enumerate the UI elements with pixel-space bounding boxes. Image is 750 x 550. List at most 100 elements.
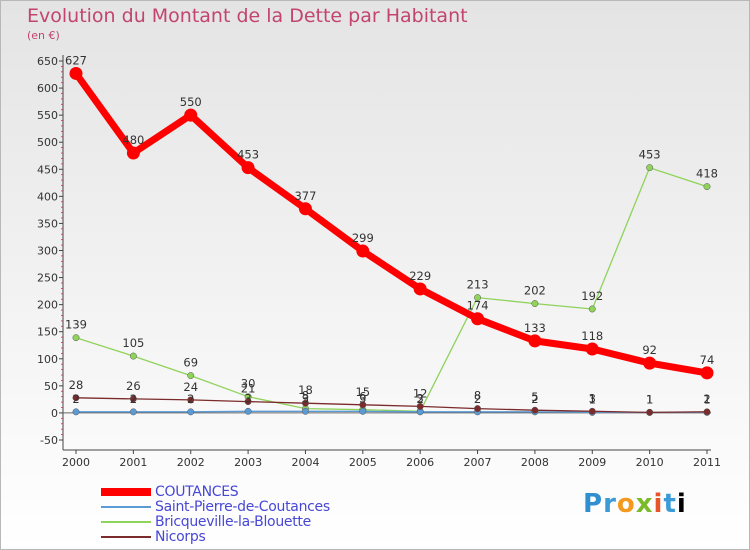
x-tick-label: 2004 — [291, 456, 319, 469]
data-label: 2 — [703, 392, 710, 406]
data-point — [187, 396, 195, 404]
data-label: 377 — [294, 189, 316, 203]
data-point — [359, 401, 367, 409]
data-label: 118 — [581, 329, 603, 343]
data-label: 74 — [700, 353, 715, 367]
data-point — [244, 407, 252, 415]
data-point — [298, 202, 312, 216]
y-tick-label: 150 — [37, 326, 58, 339]
y-tick-label: 550 — [37, 109, 58, 122]
data-point — [72, 394, 80, 402]
data-point — [356, 244, 370, 258]
legend-label: Bricqueville-la-Blouette — [155, 514, 311, 530]
chart-unit: (en €) — [27, 29, 60, 42]
data-label: 28 — [69, 378, 84, 392]
y-tick-label: 400 — [37, 190, 58, 203]
data-point — [703, 408, 711, 416]
data-label: 3 — [359, 391, 366, 405]
data-label: 3 — [302, 391, 309, 405]
data-point — [471, 312, 485, 326]
series-line-0 — [73, 71, 708, 377]
data-point — [359, 407, 367, 415]
data-label: 2 — [187, 392, 194, 406]
data-point — [244, 398, 252, 406]
data-label: 418 — [696, 167, 718, 181]
data-label: 627 — [65, 53, 87, 67]
data-point — [416, 402, 424, 410]
data-point — [129, 408, 137, 416]
data-label: 2 — [417, 392, 424, 406]
y-tick-label: 100 — [37, 353, 58, 366]
data-label: 202 — [524, 284, 546, 298]
data-point — [241, 161, 255, 175]
data-label: 8 — [474, 389, 481, 403]
x-tick-label: 2005 — [349, 456, 377, 469]
data-label: 3 — [244, 391, 251, 405]
legend-label: Nicorps — [155, 529, 206, 545]
data-label: 2 — [474, 392, 481, 406]
data-label: 299 — [352, 231, 374, 245]
y-tick-label: 250 — [37, 272, 58, 285]
x-tick-label: 2010 — [636, 456, 664, 469]
data-point — [646, 164, 654, 172]
data-point — [72, 334, 80, 342]
data-point — [69, 66, 83, 80]
x-tick-label: 2007 — [464, 456, 492, 469]
proxiti-logo: Proxiti — [583, 489, 687, 519]
y-tick-label: 50 — [44, 380, 58, 393]
data-label: 2 — [72, 392, 79, 406]
data-label: 213 — [467, 278, 489, 292]
axes: -50 0 50 100 150 200 250 300 350 400 450 500 550 600 6… — [37, 55, 721, 469]
data-label: 21 — [241, 382, 256, 396]
data-label: 26 — [126, 379, 141, 393]
legend-swatch — [101, 536, 151, 538]
series-line-1 — [76, 410, 707, 414]
data-point — [129, 395, 137, 403]
series-line-3 — [75, 397, 708, 414]
data-label: 480 — [122, 133, 144, 147]
data-label: 1 — [703, 392, 710, 406]
y-tick-label: 600 — [37, 82, 58, 95]
x-tick-label: 2003 — [234, 456, 262, 469]
data-label: 139 — [65, 318, 87, 332]
legend-swatch — [101, 488, 151, 496]
data-point — [585, 342, 599, 356]
data-point — [588, 305, 596, 313]
data-point — [588, 407, 596, 415]
data-label: 174 — [467, 299, 489, 313]
data-label: 453 — [237, 148, 259, 162]
data-point — [187, 408, 195, 416]
data-label: 1 — [589, 392, 596, 406]
x-tick-label: 2008 — [521, 456, 549, 469]
data-point — [474, 294, 481, 302]
data-label: 92 — [642, 343, 657, 357]
data-label: 3 — [417, 391, 424, 405]
y-tick-label: 650 — [37, 55, 58, 68]
legend-swatch — [101, 506, 151, 508]
data-label: 2 — [130, 392, 137, 406]
y-tick-label: 0 — [51, 407, 58, 420]
data-label: 3 — [589, 391, 596, 405]
data-label: 229 — [409, 269, 431, 283]
data-label: 8 — [302, 389, 309, 403]
data-label: 1 — [646, 392, 653, 406]
data-label: 2 — [531, 392, 538, 406]
data-point — [474, 405, 481, 413]
data-label: 133 — [524, 321, 546, 335]
y-tick-label: 450 — [37, 163, 58, 176]
data-label: 1 — [646, 392, 653, 406]
data-point — [703, 183, 711, 191]
x-tick-label: 2001 — [119, 456, 147, 469]
y-tick-label: 350 — [37, 217, 58, 230]
legend-label: Saint-Pierre-de-Coutances — [155, 499, 330, 515]
data-label: 15 — [355, 385, 370, 399]
data-point — [302, 399, 309, 407]
data-label: 105 — [122, 336, 144, 350]
data-label: 12 — [413, 386, 428, 400]
data-point — [643, 356, 657, 370]
x-tick-label: 2000 — [62, 456, 90, 469]
data-point — [528, 334, 542, 348]
y-tick-label: 300 — [37, 245, 58, 258]
